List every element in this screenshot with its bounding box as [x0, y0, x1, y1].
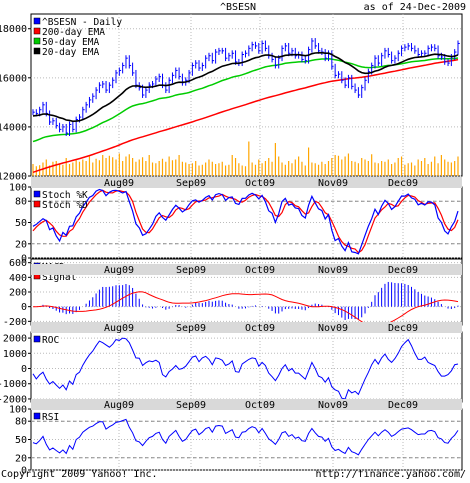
panels-layer: 18000 16000 14000 12000 ^BSESN - Daily200-da…: [0, 13, 463, 477]
month-band: [31, 177, 462, 188]
legend-label: RSI: [42, 412, 59, 423]
month-band: [31, 322, 462, 333]
source-link[interactable]: http://finance.yahoo.com/: [315, 469, 466, 480]
month-label: Dec09: [388, 178, 418, 189]
y-tick-label: 100: [9, 405, 27, 416]
month-label: Sep09: [176, 323, 206, 334]
y-tick-label: 2000: [3, 334, 27, 345]
month-label: Aug09: [104, 178, 134, 189]
y-tick-label: 18000: [0, 24, 27, 35]
y-tick-label: 20: [15, 239, 27, 250]
roc-line: [32, 337, 459, 400]
legend-swatch: [33, 190, 41, 198]
stoch-k-line: [32, 188, 459, 255]
legend-label: 200-day EMA: [42, 27, 105, 38]
month-label: Sep09: [176, 265, 206, 276]
y-tick-label: 80: [15, 197, 27, 208]
month-label: Dec09: [388, 265, 418, 276]
y-tick-label: -200: [3, 317, 27, 328]
legend-label: 50-day EMA: [42, 37, 99, 48]
month-label: Aug09: [104, 400, 134, 411]
legend-label: ROC: [42, 335, 59, 346]
y-tick-label: -2000: [0, 394, 27, 405]
month-band: [31, 399, 462, 410]
month-label: Aug09: [104, 323, 134, 334]
month-label: Oct09: [245, 323, 275, 334]
month-label: Oct09: [245, 178, 275, 189]
panel-roc: 2000 1000 0 -1000 -2000 ROC: [0, 331, 463, 405]
legend-swatch: [33, 17, 41, 25]
month-label: Sep09: [176, 178, 206, 189]
panel-frame: [30, 331, 463, 403]
ema20-line: [32, 51, 459, 123]
legend-swatch: [33, 412, 41, 420]
month-label: Dec09: [388, 400, 418, 411]
y-tick-label: -1000: [0, 379, 27, 390]
as-of-date: as of 24-Dec-2009: [364, 2, 466, 13]
stoch-d-line: [32, 189, 459, 254]
legend-label: Stoch %D: [42, 200, 88, 211]
y-tick-label: 200: [9, 288, 27, 299]
y-tick-label: 0: [21, 302, 27, 313]
month-label: Nov09: [318, 400, 348, 411]
y-tick-label: 20: [15, 453, 27, 464]
y-tick-label: 16000: [0, 73, 27, 84]
source-url: http://finance.yahoo.com/: [315, 469, 466, 480]
y-tick-label: 50: [15, 218, 27, 229]
month-label: Nov09: [318, 178, 348, 189]
y-tick-label: 0: [21, 254, 27, 265]
y-tick-label: 14000: [0, 122, 27, 133]
y-tick-label: 80: [15, 417, 27, 428]
y-tick-label: 0: [21, 466, 27, 477]
y-tick-label: 50: [15, 435, 27, 446]
y-tick-label: 600: [9, 258, 27, 269]
month-label: Sep09: [176, 400, 206, 411]
chart-title: ^BSESN: [220, 2, 256, 13]
y-tick-label: 12000: [0, 172, 27, 183]
legend-swatch: [33, 27, 41, 35]
ema200-line: [32, 58, 459, 174]
panel-frame: [30, 408, 463, 471]
month-band: [31, 264, 462, 275]
legend-swatch: [33, 47, 41, 55]
rsi-line: [32, 418, 459, 456]
legend-swatch: [33, 37, 41, 45]
copyright-text: Copyright 2009 Yahoo! Inc.: [1, 469, 158, 480]
y-tick-label: 100: [9, 183, 27, 194]
month-label: Oct09: [245, 400, 275, 411]
legend-label: Stoch %K: [42, 190, 88, 201]
panel-frame: [30, 13, 463, 177]
month-label: Nov09: [318, 323, 348, 334]
month-label: Aug09: [104, 265, 134, 276]
legend-label: ^BSESN - Daily: [42, 17, 122, 28]
month-label: Dec09: [388, 323, 418, 334]
panel-price: 18000 16000 14000 12000 ^BSESN - Daily200-da…: [0, 13, 463, 183]
legend-swatch: [33, 200, 41, 208]
y-tick-label: 1000: [3, 349, 27, 360]
month-label: Oct09: [245, 265, 275, 276]
legend-label: Signal: [42, 272, 76, 283]
month-label: Nov09: [318, 265, 348, 276]
y-tick-label: 0: [21, 364, 27, 375]
legend-label: 20-day EMA: [42, 47, 99, 58]
legend-swatch: [33, 335, 41, 343]
y-tick-label: 400: [9, 273, 27, 284]
